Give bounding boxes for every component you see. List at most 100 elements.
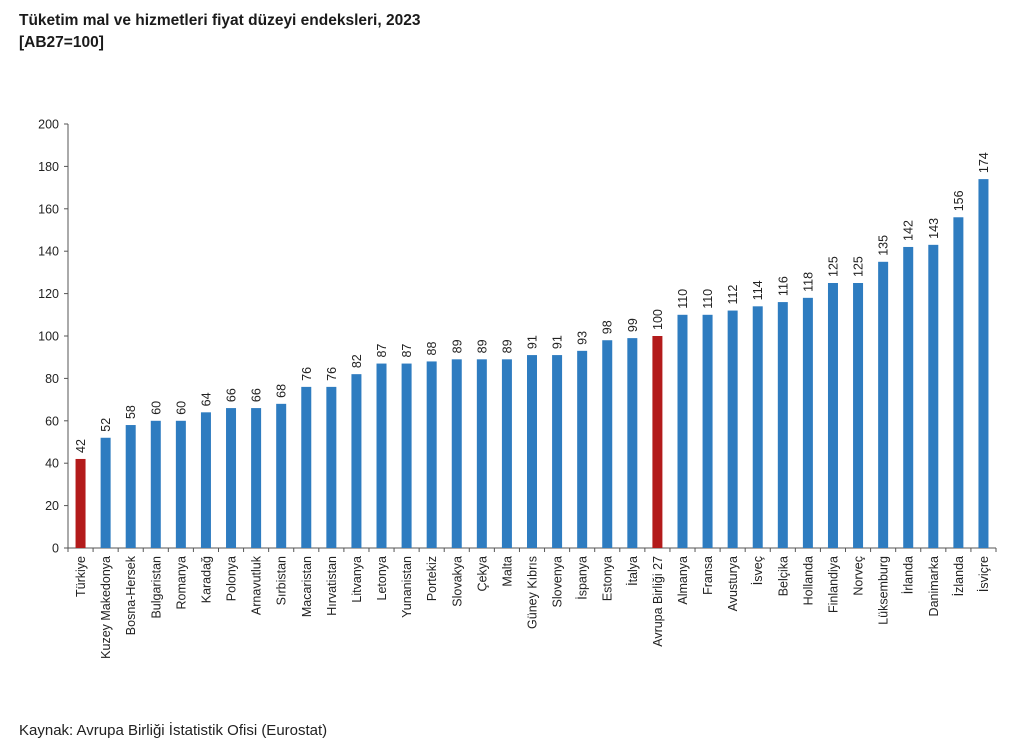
x-category-label: Türkiye [74,556,88,597]
bar-value-label: 66 [250,388,264,402]
x-category-label: Letonya [375,556,389,601]
bar [125,425,136,548]
bar [953,217,964,548]
bar [476,359,487,548]
chart-title-block: Tüketim mal ve hizmetleri fiyat düzeyi e… [19,10,420,54]
bar-value-label: 125 [826,256,840,277]
bar [175,420,186,548]
bar-value-label: 89 [450,339,464,353]
bar [100,437,111,548]
y-axis: 0 20 40 60 80 100 120 140 160 180 200 [38,118,69,556]
bars [75,179,989,548]
bar [326,386,337,548]
bar-value-label: 82 [350,354,364,368]
bar-value-label: 42 [74,439,88,453]
x-category-label: Kuzey Makedonya [99,556,113,659]
bar [652,336,663,548]
x-category-label: Malta [500,556,514,587]
x-category-label: Karadağ [199,556,213,603]
bar-value-label: 114 [751,280,765,300]
x-category-label: İtalya [626,556,640,586]
bar-value-label: 143 [927,218,941,239]
x-category-label: Bosna-Hersek [124,555,138,635]
bar [426,361,437,548]
x-category-label: Yunanistan [400,556,414,618]
bar [602,340,613,548]
bar-value-label: 68 [275,384,289,398]
x-category-label: Macaristan [300,556,314,617]
bar-value-label: 110 [701,289,715,309]
x-category-label: Almanya [676,556,690,605]
bar-value-label: 66 [225,388,239,402]
bar-value-label: 156 [952,190,966,211]
chart-title: Tüketim mal ve hizmetleri fiyat düzeyi e… [19,12,421,29]
bar-value-label: 110 [676,289,690,309]
x-category-label: Lüksemburg [877,556,891,625]
bar-value-label: 91 [551,335,565,349]
x-category-label: Norveç [852,556,866,596]
bar-value-label: 116 [776,276,790,296]
bar [928,244,939,548]
bar-value-label: 64 [199,392,213,406]
x-category-label: Güney Kıbrıs [526,556,540,629]
x-category-label: Litvanya [350,556,364,603]
bar [702,314,713,548]
bar [501,359,512,548]
bar [401,363,412,548]
x-category-label: Bulgaristan [149,556,163,619]
bar [251,408,262,548]
y-tick-label: 100 [38,330,59,344]
bar-value-label: 135 [877,235,891,256]
y-tick-label: 60 [45,414,59,428]
x-category-label: İspanya [576,556,590,600]
bar [853,283,864,548]
bar [777,302,788,548]
bar-value-label: 100 [651,309,665,330]
x-category-label: Slovakya [450,556,464,607]
bar-value-label: 99 [626,318,640,332]
bar-value-label: 112 [726,285,740,305]
bar-value-label: 89 [500,339,514,353]
chart-subtitle: [AB27=100] [19,34,104,51]
bar [752,306,763,548]
x-category-label: Finlandiya [826,556,840,613]
bar [552,355,563,548]
y-tick-label: 160 [38,202,59,216]
x-category-label: Slovenya [551,556,565,607]
bar [903,246,914,548]
bar-value-label: 125 [852,256,866,277]
category-labels: Türkiye Kuzey Makedonya Bosna-Hersek Bulgar… [74,555,991,659]
bar [727,310,738,548]
x-category-label: Romanya [174,556,188,610]
y-tick-label: 180 [38,160,59,174]
bar-value-label: 174 [977,152,991,173]
bar [276,403,287,548]
x-category-label: Çekya [475,556,489,591]
y-tick-label: 20 [45,499,59,513]
value-labels: 42 52 58 60 60 64 66 66 68 76 76 82 87 87 88 89 89 89 91 91… [74,152,991,453]
x-category-label: İrlanda [902,556,916,594]
bar [978,179,989,548]
bar-value-label: 60 [149,401,163,415]
x-category-label: İsveç [751,556,765,585]
x-category-label: Sırbistan [275,556,289,605]
bar [301,386,312,548]
bar [351,374,362,548]
x-category-label: Hollanda [801,556,815,605]
source-note: Kaynak: Avrupa Birliği İstatistik Ofisi … [19,722,328,739]
x-category-label: İsviçre [977,556,991,592]
x-category-label: İzlanda [952,556,966,596]
y-tick-label: 0 [52,542,59,556]
bar-value-label: 142 [902,220,916,241]
bar-value-label: 76 [325,367,339,381]
x-category-label: Arnavutluk [250,555,264,615]
y-tick-label: 200 [38,118,59,132]
x-category-label: Estonya [601,556,615,601]
bar [802,297,813,548]
bar [527,355,537,548]
bar-value-label: 87 [400,344,414,358]
bar-value-label: 58 [124,405,138,419]
bar [627,338,638,548]
x-category-label: Portekiz [425,556,439,601]
bar [677,314,688,548]
